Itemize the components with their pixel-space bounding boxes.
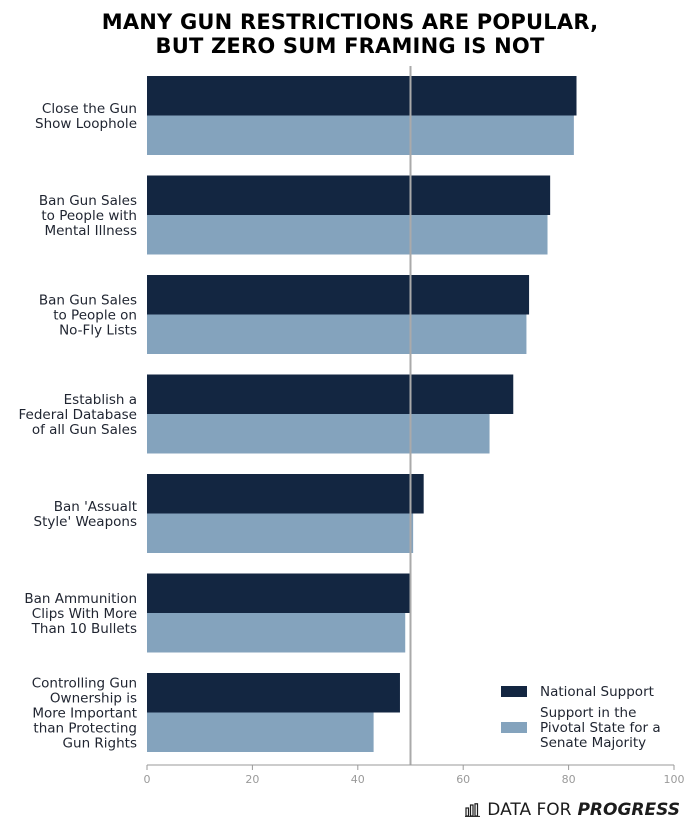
bar-national-support [147, 673, 400, 713]
legend-pivotal-state-support-label: Support in the Pivotal State for a Senate … [540, 705, 661, 751]
bar-pivotal-state-support [147, 115, 574, 155]
legend-national-support-swatch [501, 686, 527, 697]
bar-pivotal-state-support [147, 513, 414, 553]
category-label-line: No-Fly Lists [59, 323, 137, 339]
bar-national-support [147, 474, 424, 514]
category-label-line: Controlling Gun [32, 676, 137, 692]
legend-pivotal-state-support-swatch [501, 722, 527, 733]
x-axis-tick-label: 40 [351, 773, 365, 786]
category-label-line: Ownership is [50, 691, 137, 707]
bar-pivotal-state-support [147, 215, 548, 255]
category-label-line: to People with [41, 208, 137, 224]
category-label-line: Establish a [64, 392, 137, 408]
category-label-line: Clips With More [32, 606, 137, 622]
category-label: Close the Gun Show Loophole [35, 101, 137, 132]
category-label: Ban Ammunition Clips With More Than 10 Bul… [24, 591, 137, 637]
category-label: Ban Gun Sales to People with Mental Illnes… [39, 193, 137, 239]
legend-label-line: Support in the [540, 705, 636, 721]
legend-label-line: National Support [540, 684, 654, 700]
category-label-line: of all Gun Sales [32, 422, 137, 438]
category-label-line: Show Loophole [35, 116, 137, 132]
category-label-line: Ban 'Assualt [54, 499, 137, 515]
category-label-line: More Important [32, 706, 137, 722]
bar-national-support [147, 275, 530, 315]
category-label: Ban 'Assualt Style' Weapons [34, 499, 137, 530]
legend-national-support-label: National Support [540, 684, 654, 700]
category-label-line: Gun Rights [63, 736, 137, 752]
category-label-line: than Protecting [33, 721, 137, 737]
bar-pivotal-state-support [147, 314, 527, 354]
bar-pivotal-state-support [147, 414, 490, 454]
chart-title-line-1: MANY GUN RESTRICTIONS ARE POPULAR, [101, 10, 599, 34]
bar-chart-logo-icon [465, 803, 481, 817]
category-label-line: Federal Database [19, 407, 138, 423]
brand-text-regular: DATA FOR [487, 800, 572, 820]
category-label: Establish a Federal Database of all Gun Sa… [19, 392, 138, 438]
brand-text-bold: PROGRESS [577, 800, 680, 820]
chart-title-line-2: BUT ZERO SUM FRAMING IS NOT [155, 34, 545, 58]
category-label-line: Than 10 Bullets [31, 621, 137, 637]
x-axis-tick-label: 80 [562, 773, 576, 786]
category-label-line: Mental Illness [44, 223, 137, 239]
x-axis-tick-label: 100 [664, 773, 685, 786]
bar-pivotal-state-support [147, 712, 374, 752]
bar-national-support [147, 573, 411, 613]
bar-pivotal-state-support [147, 613, 406, 653]
x-axis-tick-label: 60 [456, 773, 470, 786]
x-axis-tick-label: 0 [144, 773, 151, 786]
category-label-line: Ban Gun Sales [39, 193, 137, 209]
bar-national-support [147, 374, 514, 414]
x-axis-tick-label: 20 [245, 773, 259, 786]
category-label: Controlling Gun Ownership is More Importan… [32, 676, 137, 752]
category-label-line: to People on [53, 308, 137, 324]
bar-national-support [147, 175, 551, 215]
category-label-line: Close the Gun [42, 101, 137, 117]
legend-label-line: Senate Majority [540, 735, 646, 751]
bar-national-support [147, 76, 577, 116]
chart-title: MANY GUN RESTRICTIONS ARE POPULAR, BUT Z… [0, 10, 700, 58]
category-label-line: Style' Weapons [34, 514, 137, 530]
category-label-line: Ban Gun Sales [39, 293, 137, 309]
legend-label-line: Pivotal State for a [540, 720, 661, 736]
brand-logo: DATA FOR PROGRESS [465, 800, 680, 820]
category-label-line: Ban Ammunition [24, 591, 137, 607]
category-label: Ban Gun Sales to People on No-Fly Lists [39, 293, 137, 339]
